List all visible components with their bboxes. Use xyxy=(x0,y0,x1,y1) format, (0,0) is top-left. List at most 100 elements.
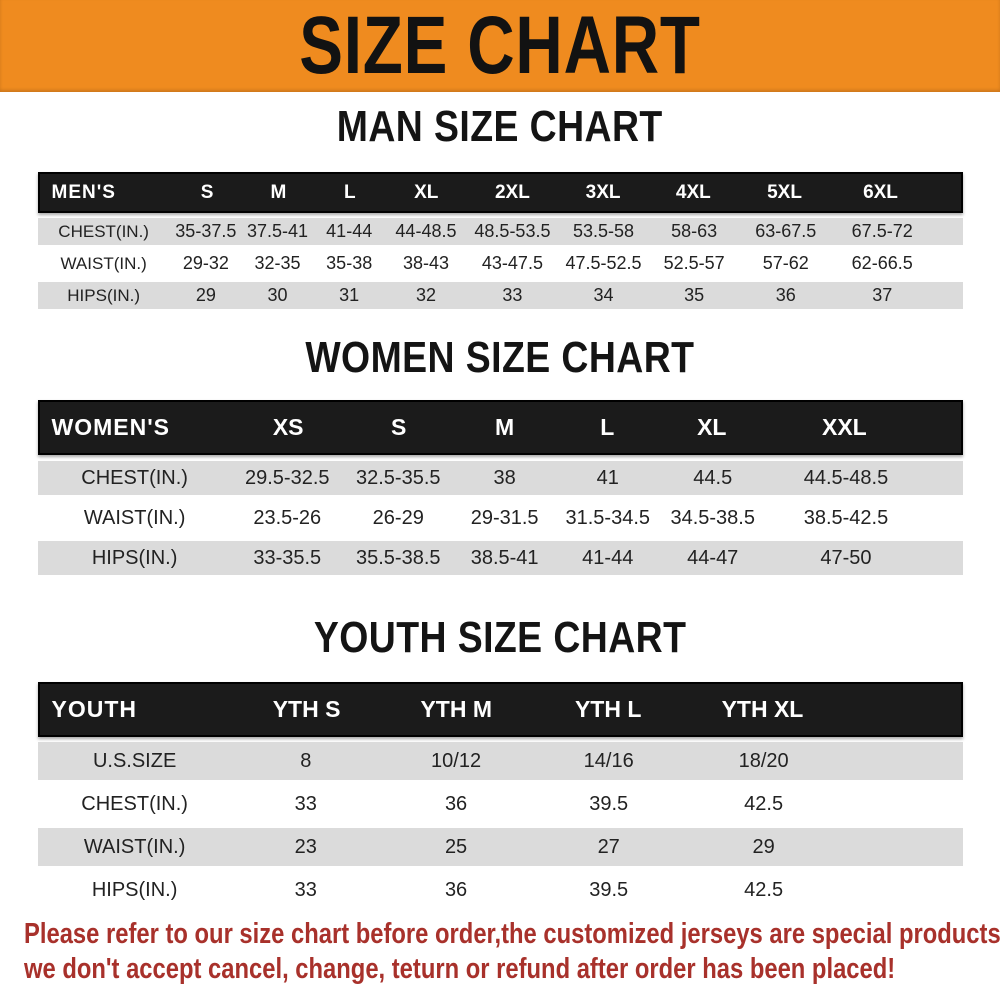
youth-hips-row: HIPS(IN.) 33 36 39.5 42.5 xyxy=(37,871,963,909)
column-header-cell: S xyxy=(391,414,407,440)
value-cell: 29 xyxy=(195,285,216,305)
column-header-cell: YTH XL xyxy=(721,696,804,722)
men-waist-row: WAIST(IN.) 29-32 32-35 35-38 38-43 43-47… xyxy=(37,250,963,277)
women-chest-row: CHEST(IN.) 29.5-32.5 32.5-35.5 38 41 44.… xyxy=(37,461,963,495)
value-cell: 25 xyxy=(444,835,468,858)
value-cell: 35-38 xyxy=(326,253,373,273)
column-header-cell: M xyxy=(495,414,515,440)
value-cell: 14/16 xyxy=(583,749,634,772)
women-table-label: WOMEN'S xyxy=(51,414,171,440)
value-cell: 41 xyxy=(596,466,619,489)
value-cell: 31.5-34.5 xyxy=(565,506,651,529)
column-header-cell: S xyxy=(200,181,214,203)
row-label-cell: CHEST(IN.) xyxy=(81,466,188,489)
value-cell: 32 xyxy=(415,285,436,305)
youth-table-header-row: YOUTH YTH S YTH M YTH L YTH XL xyxy=(37,682,963,737)
value-cell: 27 xyxy=(597,835,620,858)
value-cell: 57-62 xyxy=(762,253,809,273)
value-cell: 37 xyxy=(872,285,893,305)
column-header-cell: 5XL xyxy=(767,181,802,203)
value-cell: 32-35 xyxy=(254,253,301,273)
value-cell: 36 xyxy=(775,285,796,305)
value-cell: 37.5-41 xyxy=(246,221,309,241)
men-table-label: MEN'S xyxy=(51,181,116,203)
row-label-cell: WAIST(IN.) xyxy=(83,835,186,858)
column-header-cell: XS xyxy=(272,414,304,440)
youth-chest-row: CHEST(IN.) 33 36 39.5 42.5 xyxy=(37,785,963,823)
column-header-cell: XL xyxy=(697,414,727,440)
row-label-cell: HIPS(IN.) xyxy=(91,878,178,901)
column-header-cell: XXL xyxy=(822,414,867,440)
value-cell: 42.5 xyxy=(744,878,784,901)
value-cell: 41-44 xyxy=(582,546,634,569)
women-section-header: WOMEN SIZE CHART xyxy=(0,335,1000,381)
column-header-cell: M xyxy=(270,181,287,203)
value-cell: 10/12 xyxy=(431,749,482,772)
women-section-title: WOMEN SIZE CHART xyxy=(305,333,695,382)
size-chart-banner: SIZE CHART xyxy=(0,0,1000,92)
column-header-cell: 3XL xyxy=(585,181,621,203)
column-header-cell: YTH L xyxy=(574,696,642,722)
column-header-cell: YTH M xyxy=(420,696,493,722)
row-label-cell: HIPS(IN.) xyxy=(91,546,178,569)
value-cell: 41-44 xyxy=(326,221,373,241)
value-cell: 67.5-72 xyxy=(851,221,913,241)
value-cell: 48.5-53.5 xyxy=(474,221,551,241)
column-header-cell: L xyxy=(344,181,356,203)
value-cell: 29 xyxy=(752,835,775,858)
value-cell: 35-37.5 xyxy=(175,221,237,241)
value-cell: 63-67.5 xyxy=(755,221,817,241)
youth-section-header: YOUTH SIZE CHART xyxy=(0,615,1000,661)
value-cell: 34 xyxy=(593,285,614,305)
men-table-header-row: MEN'S S M L XL 2XL 3XL 4XL 5XL 6XL xyxy=(37,172,963,213)
column-header-cell: YTH S xyxy=(272,696,341,722)
youth-size-table: YOUTH YTH S YTH M YTH L YTH XL U.S.SIZE … xyxy=(37,682,963,909)
value-cell: 35 xyxy=(684,285,705,305)
column-header-cell: XL xyxy=(414,181,439,203)
value-cell: 36 xyxy=(444,792,468,815)
value-cell: 31 xyxy=(339,285,360,305)
value-cell: 38 xyxy=(493,466,516,489)
value-cell: 44.5-48.5 xyxy=(803,466,889,489)
value-cell: 62-66.5 xyxy=(851,253,913,273)
value-cell: 30 xyxy=(267,285,288,305)
value-cell: 52.5-57 xyxy=(663,253,725,273)
column-header-cell: 4XL xyxy=(675,181,711,203)
youth-section-title: YOUTH SIZE CHART xyxy=(313,613,687,662)
value-cell: 44-47 xyxy=(687,546,739,569)
order-policy-note: Please refer to our size chart before or… xyxy=(0,917,1000,987)
value-cell: 23.5-26 xyxy=(253,506,322,529)
value-cell: 33 xyxy=(294,878,317,901)
value-cell: 29-32 xyxy=(182,253,229,273)
value-cell: 39.5 xyxy=(589,878,629,901)
man-section-header: MAN SIZE CHART xyxy=(0,104,1000,150)
value-cell: 43-47.5 xyxy=(481,253,543,273)
value-cell: 58-63 xyxy=(671,221,718,241)
value-cell: 47.5-52.5 xyxy=(565,253,642,273)
youth-table-label: YOUTH xyxy=(51,696,137,722)
row-label-cell: U.S.SIZE xyxy=(92,749,177,772)
value-cell: 33-35.5 xyxy=(253,546,322,569)
value-cell: 8 xyxy=(300,749,312,772)
column-header-cell: 6XL xyxy=(863,181,898,203)
men-size-table: MEN'S S M L XL 2XL 3XL 4XL 5XL 6XL CHEST… xyxy=(37,172,963,309)
value-cell: 44.5 xyxy=(693,466,733,489)
banner-title: SIZE CHART xyxy=(299,0,701,91)
policy-line-2: we don't accept cancel, change, teturn o… xyxy=(24,953,896,985)
column-header-cell: 2XL xyxy=(494,181,530,203)
value-cell: 38.5-41 xyxy=(470,546,539,569)
value-cell: 42.5 xyxy=(744,792,784,815)
value-cell: 26-29 xyxy=(372,506,424,529)
women-hips-row: HIPS(IN.) 33-35.5 35.5-38.5 38.5-41 41-4… xyxy=(37,541,963,575)
youth-ussize-row: U.S.SIZE 8 10/12 14/16 18/20 xyxy=(37,742,963,780)
men-chest-row: CHEST(IN.) 35-37.5 37.5-41 41-44 44-48.5… xyxy=(37,218,963,245)
value-cell: 38-43 xyxy=(402,253,449,273)
policy-line-1: Please refer to our size chart before or… xyxy=(24,918,1000,950)
row-label-cell: CHEST(IN.) xyxy=(58,221,149,241)
row-label-cell: HIPS(IN.) xyxy=(67,285,140,305)
men-hips-row: HIPS(IN.) 29 30 31 32 33 34 35 36 37 xyxy=(37,282,963,309)
women-table-header-row: WOMEN'S XS S M L XL XXL xyxy=(37,400,963,455)
row-label-cell: CHEST(IN.) xyxy=(81,792,188,815)
value-cell: 29-31.5 xyxy=(470,506,539,529)
value-cell: 33 xyxy=(294,792,317,815)
